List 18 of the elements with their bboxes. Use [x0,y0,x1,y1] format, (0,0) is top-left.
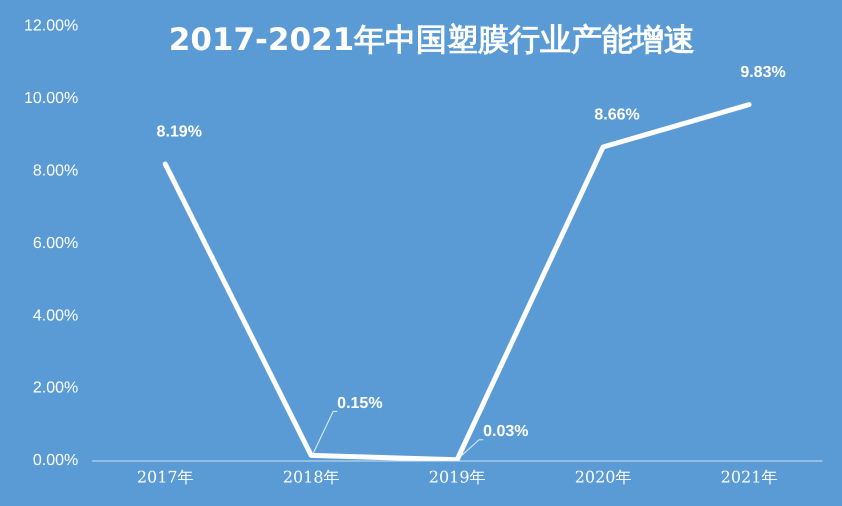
y-tick-label: 4.00% [32,307,78,324]
text: 9.83% [740,64,786,82]
text: 8.19% [156,123,202,140]
x-tick-label: 2017年 [136,468,194,487]
x-tick-label: 2020年 [574,468,632,487]
y-tick-label: 2.00% [32,380,78,397]
y-tick-label: 8.00% [32,162,78,180]
text: 8.66% [594,106,640,124]
chart-title: 2017-2021年中国塑膜行业产能增速 [168,22,696,58]
y-tick-label: 0.00% [32,452,78,470]
text: 0.03% [483,423,529,440]
y-tick-label: 10.00% [24,90,78,107]
x-tick-label: 2019年 [428,468,486,487]
text: 0.15% [337,394,383,412]
y-tick-label: 12.00% [24,17,78,34]
y-tick-label: 6.00% [32,234,78,252]
x-tick-label: 2018年 [282,468,340,487]
x-tick-label: 2021年 [720,468,778,487]
